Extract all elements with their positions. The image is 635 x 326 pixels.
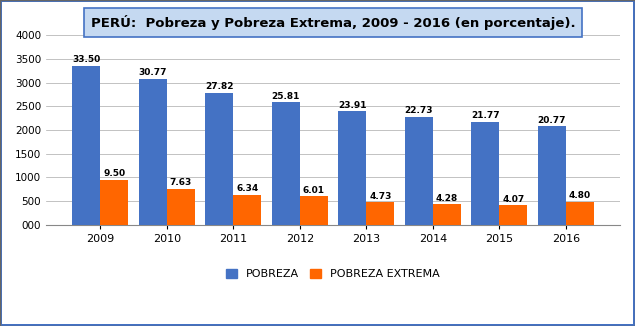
Text: 4.07: 4.07 xyxy=(502,195,525,204)
Bar xyxy=(366,202,394,225)
Text: 30.77: 30.77 xyxy=(138,68,167,77)
Bar xyxy=(272,102,300,225)
Legend: POBREZA, POBREZA EXTREMA: POBREZA, POBREZA EXTREMA xyxy=(222,264,444,284)
Text: 23.91: 23.91 xyxy=(338,101,366,110)
Bar xyxy=(499,205,528,225)
Text: 25.81: 25.81 xyxy=(272,92,300,101)
Bar xyxy=(300,196,328,225)
Title: PERÚ:  Pobreza y Pobreza Extrema, 2009 - 2016 (en porcentaje).: PERÚ: Pobreza y Pobreza Extrema, 2009 - … xyxy=(91,15,575,30)
Text: 22.73: 22.73 xyxy=(404,106,433,115)
Text: 27.82: 27.82 xyxy=(205,82,234,91)
Bar xyxy=(566,202,594,225)
Text: 4.28: 4.28 xyxy=(436,194,458,203)
Text: 4.80: 4.80 xyxy=(569,191,591,200)
Text: 9.50: 9.50 xyxy=(103,169,125,178)
Bar xyxy=(538,126,566,225)
Bar xyxy=(205,93,233,225)
Bar xyxy=(471,122,499,225)
Text: 20.77: 20.77 xyxy=(538,116,566,125)
Bar xyxy=(138,79,167,225)
Bar xyxy=(433,204,461,225)
Bar xyxy=(100,180,128,225)
Bar xyxy=(338,111,366,225)
Text: 33.50: 33.50 xyxy=(72,55,100,65)
Bar xyxy=(405,117,433,225)
Bar xyxy=(167,188,195,225)
Bar xyxy=(72,66,100,225)
Text: 6.34: 6.34 xyxy=(236,184,258,193)
Text: 4.73: 4.73 xyxy=(369,192,392,200)
Bar xyxy=(233,195,261,225)
Text: 6.01: 6.01 xyxy=(303,185,324,195)
Text: 7.63: 7.63 xyxy=(170,178,192,187)
Text: 21.77: 21.77 xyxy=(471,111,500,120)
